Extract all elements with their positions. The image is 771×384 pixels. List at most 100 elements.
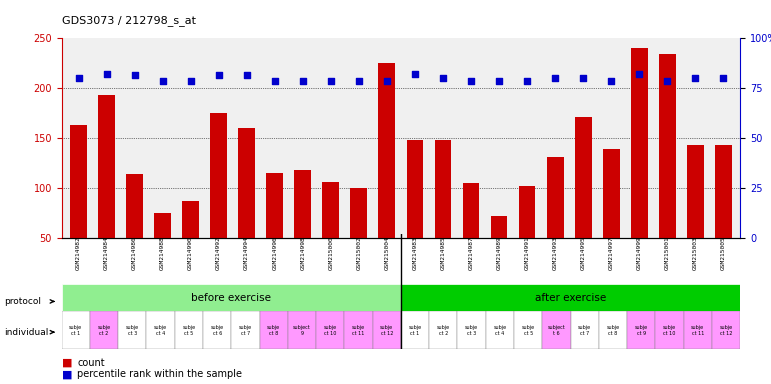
FancyBboxPatch shape	[372, 311, 401, 349]
Point	[409, 71, 421, 78]
Bar	[603, 149, 620, 288]
Bar	[210, 113, 227, 288]
FancyBboxPatch shape	[118, 311, 146, 349]
Point	[577, 75, 589, 81]
Point	[493, 78, 505, 84]
FancyBboxPatch shape	[571, 311, 599, 349]
Point	[689, 75, 702, 81]
Text: subje
ct 11: subje ct 11	[352, 325, 365, 336]
Text: GSM214982: GSM214982	[76, 237, 81, 270]
Bar	[70, 125, 87, 288]
FancyBboxPatch shape	[712, 311, 740, 349]
Text: subje
ct 1: subje ct 1	[409, 325, 422, 336]
Text: protocol: protocol	[4, 297, 41, 306]
Text: subje
ct 8: subje ct 8	[267, 325, 281, 336]
Text: GSM214991: GSM214991	[524, 237, 530, 270]
Bar	[435, 140, 451, 288]
Point	[72, 75, 85, 81]
Text: GSM214987: GSM214987	[469, 237, 473, 270]
Point	[661, 78, 673, 84]
Text: subje
ct 12: subje ct 12	[719, 325, 732, 336]
Text: GSM215004: GSM215004	[385, 237, 389, 270]
Text: percentile rank within the sample: percentile rank within the sample	[77, 369, 242, 379]
Text: count: count	[77, 358, 105, 368]
Point	[465, 78, 477, 84]
Text: subje
ct 4: subje ct 4	[493, 325, 507, 336]
FancyBboxPatch shape	[401, 311, 429, 349]
Point	[129, 72, 141, 78]
FancyBboxPatch shape	[260, 311, 288, 349]
Text: GSM215003: GSM215003	[693, 237, 698, 270]
Text: subje
ct 2: subje ct 2	[436, 325, 450, 336]
Point	[268, 78, 281, 84]
Text: GSM214993: GSM214993	[553, 237, 557, 270]
FancyBboxPatch shape	[429, 311, 457, 349]
Text: GSM214999: GSM214999	[637, 237, 641, 270]
Text: GSM214992: GSM214992	[216, 237, 221, 270]
Text: subje
ct 9: subje ct 9	[635, 325, 648, 336]
Bar	[351, 188, 367, 288]
Bar	[574, 117, 591, 288]
Text: subje
ct 7: subje ct 7	[239, 325, 252, 336]
Text: GSM214990: GSM214990	[188, 237, 194, 270]
FancyBboxPatch shape	[514, 311, 542, 349]
FancyBboxPatch shape	[90, 311, 118, 349]
Text: GSM214986: GSM214986	[132, 237, 137, 270]
Point	[549, 75, 561, 81]
Text: GSM214985: GSM214985	[440, 237, 446, 270]
Text: GSM214998: GSM214998	[300, 237, 305, 270]
Text: GSM215001: GSM215001	[665, 237, 670, 270]
Text: subje
ct 3: subje ct 3	[465, 325, 478, 336]
FancyBboxPatch shape	[599, 311, 627, 349]
Point	[100, 71, 113, 78]
Point	[352, 78, 365, 84]
Point	[605, 78, 618, 84]
FancyBboxPatch shape	[146, 311, 175, 349]
FancyBboxPatch shape	[62, 311, 90, 349]
Text: subje
ct 10: subje ct 10	[324, 325, 337, 336]
FancyBboxPatch shape	[542, 311, 571, 349]
Text: ■: ■	[62, 358, 72, 368]
Bar	[98, 95, 115, 288]
FancyBboxPatch shape	[486, 311, 514, 349]
Text: individual: individual	[4, 328, 49, 337]
Bar	[182, 201, 199, 288]
Bar	[547, 157, 564, 288]
FancyBboxPatch shape	[684, 311, 712, 349]
Text: subje
ct 12: subje ct 12	[380, 325, 393, 336]
Text: subje
ct 7: subje ct 7	[578, 325, 591, 336]
FancyBboxPatch shape	[655, 311, 684, 349]
FancyBboxPatch shape	[62, 284, 401, 311]
Point	[437, 75, 449, 81]
FancyBboxPatch shape	[401, 284, 740, 311]
Point	[521, 78, 534, 84]
FancyBboxPatch shape	[457, 311, 486, 349]
Bar	[266, 173, 283, 288]
Point	[325, 78, 337, 84]
Point	[717, 75, 729, 81]
Text: GSM214994: GSM214994	[244, 237, 249, 270]
Text: GSM215000: GSM215000	[328, 237, 333, 270]
Text: GSM214995: GSM214995	[581, 237, 586, 270]
Bar	[295, 170, 311, 288]
Bar	[631, 48, 648, 288]
Point	[157, 78, 169, 84]
Text: subje
ct 5: subje ct 5	[182, 325, 196, 336]
Text: GDS3073 / 212798_s_at: GDS3073 / 212798_s_at	[62, 15, 196, 26]
Text: GSM215002: GSM215002	[356, 237, 362, 270]
Bar	[687, 145, 704, 288]
Text: ■: ■	[62, 369, 72, 379]
Text: subje
ct 1: subje ct 1	[69, 325, 82, 336]
Bar	[519, 186, 536, 288]
Text: GSM214988: GSM214988	[160, 237, 165, 270]
FancyBboxPatch shape	[231, 311, 260, 349]
Text: subject
9: subject 9	[293, 325, 311, 336]
Text: subje
ct 5: subje ct 5	[521, 325, 535, 336]
Text: subje
ct 6: subje ct 6	[210, 325, 224, 336]
Text: subje
ct 11: subje ct 11	[691, 325, 705, 336]
Point	[633, 71, 645, 78]
Text: subje
ct 3: subje ct 3	[126, 325, 139, 336]
Text: GSM215005: GSM215005	[721, 237, 726, 270]
Bar	[490, 216, 507, 288]
Text: subje
ct 8: subje ct 8	[606, 325, 620, 336]
